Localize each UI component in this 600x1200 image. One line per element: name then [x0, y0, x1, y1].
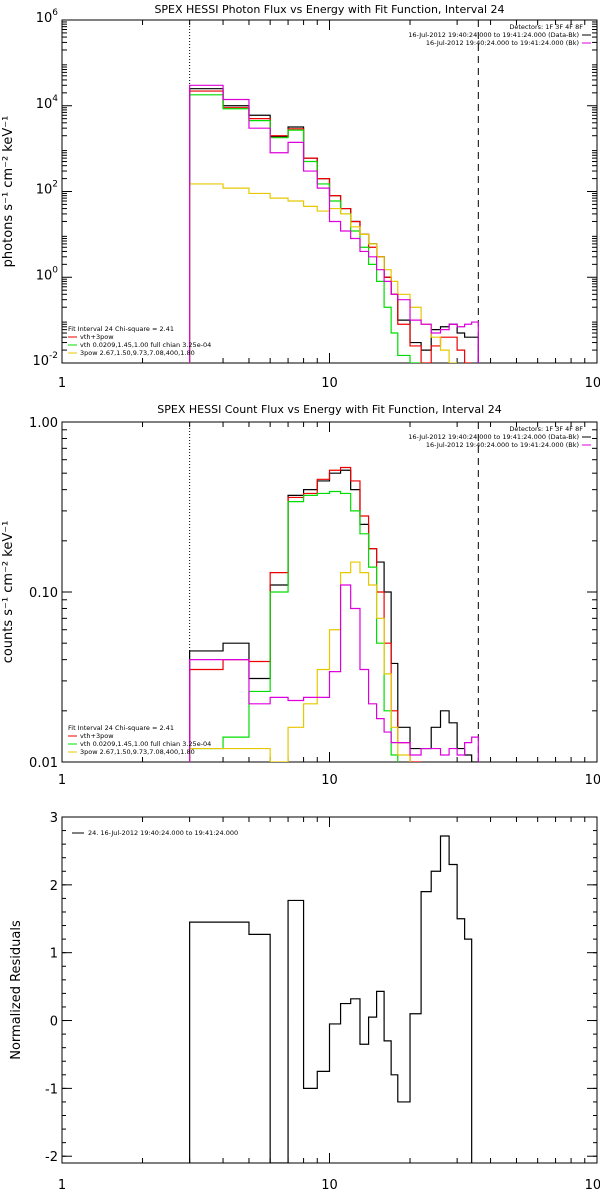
y-tick-label: 10-2 [32, 351, 58, 369]
legend-top-right-entry: Detectors: 1F 3F 4F 8F [509, 23, 583, 31]
series-0-step-line [189, 88, 479, 363]
y-tick-label: 0.10 [29, 586, 58, 601]
legend-top-right-entry: 16-Jul-2012 19:40:24.000 to 19:41:24.000… [408, 31, 579, 39]
series-0-step-line [189, 835, 473, 1163]
y-tick-label: -2 [45, 1150, 58, 1165]
count-flux-chart: SPEX HESSI Count Flux vs Energy with Fit… [1, 403, 600, 788]
plot-area [189, 835, 473, 1163]
legend-bottom-left-entry: vth+3pow [80, 732, 114, 740]
y-tick-exponent: 2 [52, 180, 58, 190]
series-1-step-line [189, 90, 472, 363]
y-tick-exponent: 6 [52, 8, 58, 18]
y-tick-label: 2 [50, 879, 58, 894]
x-tick-label: 10 [321, 773, 338, 788]
x-tick-label: 1 [58, 1178, 66, 1193]
y-tick-label: 0 [50, 1015, 58, 1030]
y-tick-label: 106 [36, 8, 59, 26]
y-tick-base: 10 [36, 11, 53, 26]
plot-frame [61, 816, 598, 1164]
legend-bottom-left-entry: 3pow 2.67,1.50,9.73,7.08,400,1.80 [80, 748, 195, 756]
y-tick-label: 100 [36, 265, 59, 283]
series-0-step-line [189, 469, 479, 762]
x-tick-label: 100 [585, 1178, 600, 1193]
y-tick-base: 10 [32, 354, 49, 369]
y-tick-exponent: -2 [49, 351, 58, 361]
series-3-step-line [189, 183, 458, 363]
series-2-step-line [189, 94, 422, 363]
y-tick-label: 1.00 [29, 416, 58, 431]
y-tick-exponent: 4 [52, 94, 58, 104]
y-tick-label: 0.01 [29, 756, 58, 771]
series-1-step-line [189, 466, 422, 762]
x-tick-label: 1 [58, 773, 66, 788]
series-4-step-line [189, 84, 479, 363]
y-tick-base: 10 [36, 97, 53, 112]
y-tick-label: 3 [50, 811, 58, 826]
chart-title: SPEX HESSI Count Flux vs Energy with Fit… [157, 403, 501, 416]
chart-title: SPEX HESSI Photon Flux vs Energy with Fi… [154, 3, 504, 16]
x-tick-label: 100 [585, 773, 600, 788]
photon-flux-chart: SPEX HESSI Photon Flux vs Energy with Fi… [1, 3, 600, 391]
legend-top-right-entry: 16-Jul-2012 19:40:24.000 to 19:41:24.000… [426, 39, 579, 47]
y-tick-label: 102 [36, 180, 58, 198]
plot-area [189, 422, 479, 762]
y-tick-base: 10 [36, 183, 53, 198]
y-tick-label: 1 [50, 947, 58, 962]
y-tick-exponent: 0 [52, 265, 58, 275]
y-tick-label: 104 [36, 94, 59, 112]
legend-top-right-entry: 16-Jul-2012 19:40:24.000 to 19:41:24.000… [426, 441, 579, 449]
y-axis-label: photons s⁻¹ cm⁻² keV⁻¹ [1, 116, 16, 268]
series-4-step-line [189, 584, 479, 762]
legend-bottom-left-entry: vth+3pow [80, 333, 114, 341]
y-axis-label: Normalized Residuals [9, 920, 24, 1060]
y-tick-label: -1 [45, 1082, 58, 1097]
legend-bottom-left-entry: vth 0.0209,1.45,1.00 full chian 3.25e-04 [80, 740, 211, 748]
legend-top-left-entry: 24. 16-Jul-2012 19:40:24.000 to 19:41:24… [88, 829, 238, 837]
residuals-chart: 1 10 100 -2 -1 0 1 2 3 Normalized Residuals 24. 16… [9, 811, 600, 1193]
plot-area [189, 20, 479, 363]
series-3-step-line [189, 561, 411, 762]
y-axis-label: counts s⁻¹ cm⁻² keV⁻¹ [1, 521, 16, 664]
x-tick-label: 1 [58, 376, 66, 391]
legend-bottom-left-entry: vth 0.0209,1.45,1.00 full chian 3.25e-04 [80, 341, 211, 349]
legend-top-right-entry: Detectors: 1F 3F 4F 8F [509, 425, 583, 433]
x-tick-label: 10 [321, 376, 338, 391]
legend-bottom-left-entry: Fit Interval 24 Chi-square = 2.41 [68, 724, 174, 732]
series-2-step-line [189, 490, 399, 762]
y-tick-base: 10 [36, 268, 53, 283]
x-tick-label: 100 [585, 376, 600, 391]
legend-bottom-left-entry: Fit Interval 24 Chi-square = 2.41 [68, 325, 174, 333]
legend-top-right-entry: 16-Jul-2012 19:40:24.000 to 19:41:24.000… [408, 433, 579, 441]
x-tick-label: 10 [321, 1178, 338, 1193]
legend-bottom-left-entry: 3pow 2.67,1.50,9.73,7.08,400,1.80 [80, 349, 195, 357]
